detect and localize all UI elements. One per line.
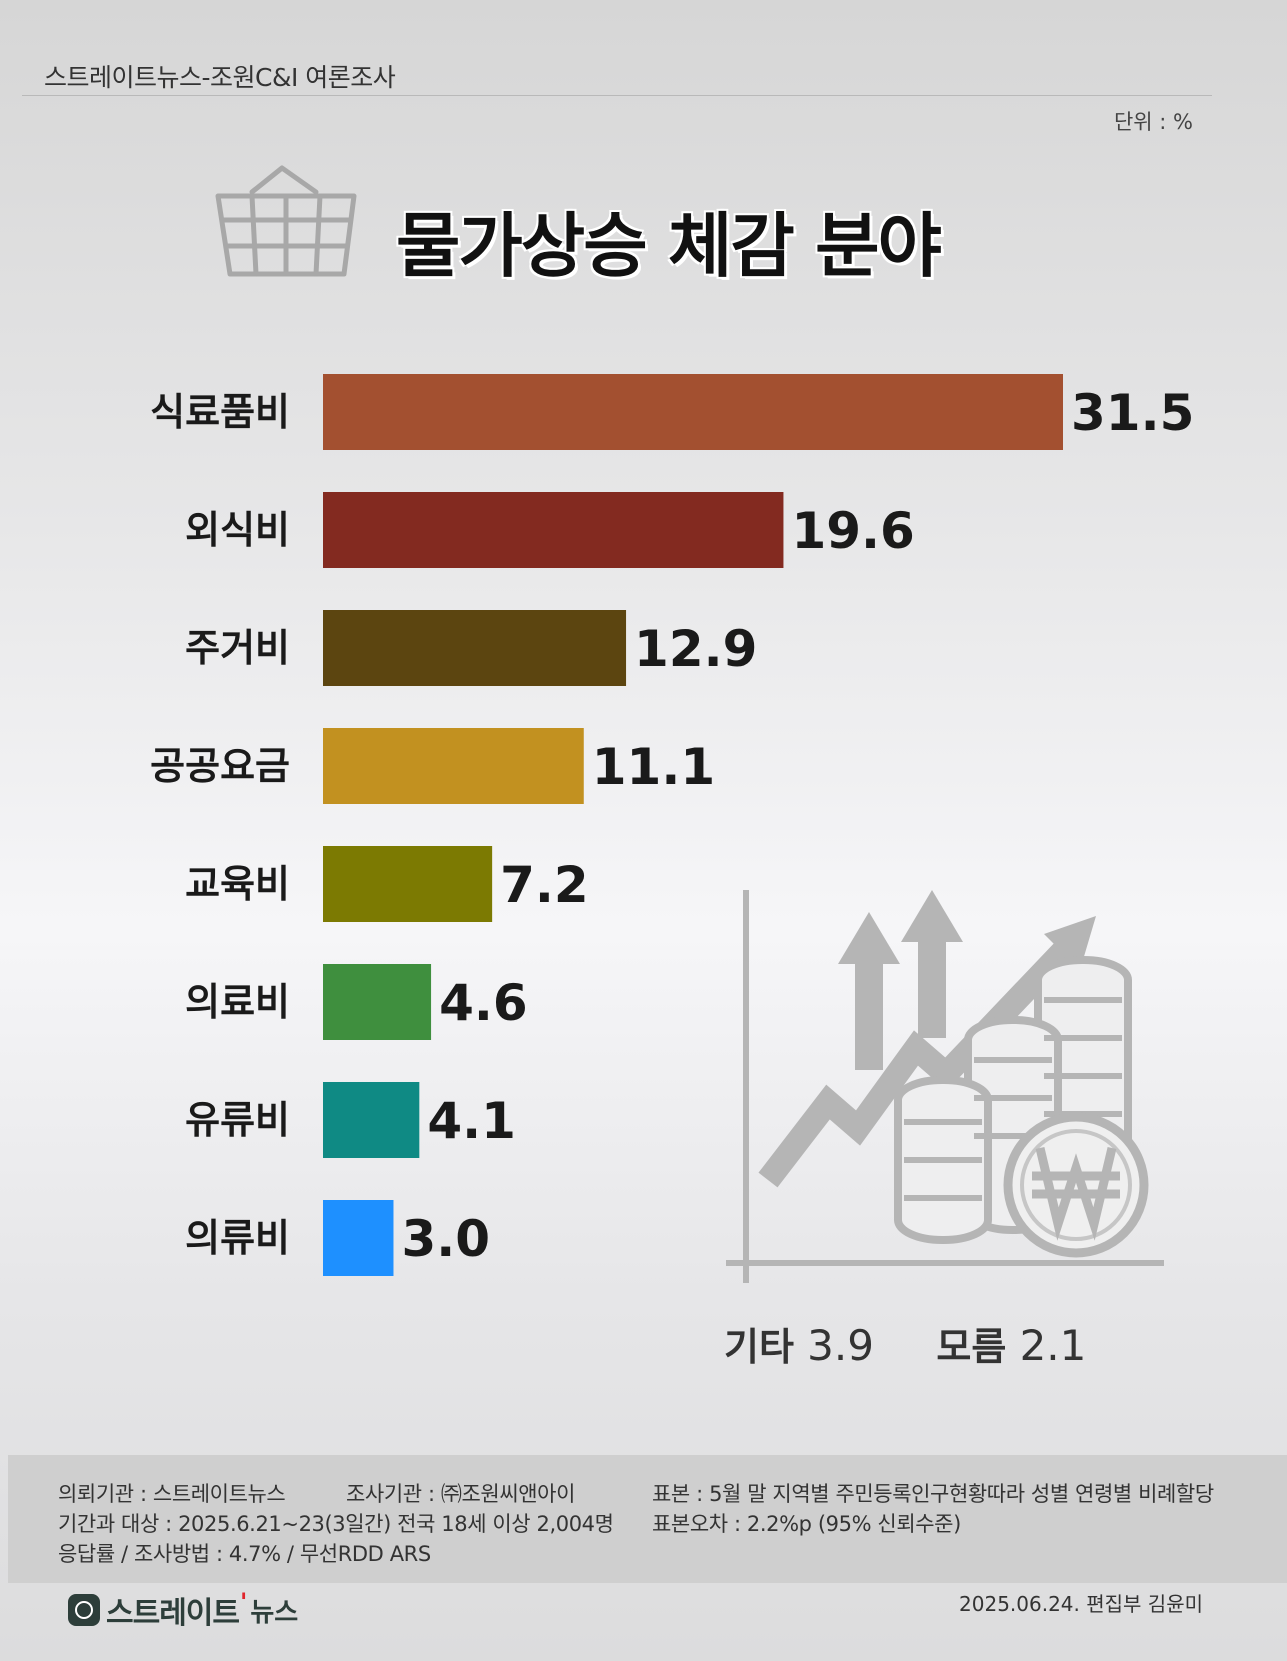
bar: [323, 374, 1063, 450]
dont-know-label: 모름: [936, 1325, 1007, 1369]
other-label: 기타: [724, 1325, 794, 1369]
bar: [323, 846, 493, 922]
footer-error: 표본오차 : 2.2%p (95% 신뢰수준): [652, 1512, 961, 1536]
bar-chart: 식료품비 31.5 외식비 19.6 주거비 12.9 공공요금 11.1 교육비 7.2 의료비 4…: [150, 374, 1194, 1276]
shopping-basket-icon: [215, 165, 357, 277]
footer-method: 응답률 / 조사방법 : 4.7% / 무선RDD ARS: [58, 1542, 431, 1566]
footer-agency: 조사기관 : ㈜조원씨앤아이: [346, 1482, 576, 1506]
top-divider: [22, 95, 1212, 96]
category-label: 공공요금: [150, 744, 290, 788]
rising-price-coins-icon: [726, 890, 1164, 1283]
bar: [323, 728, 584, 804]
bar: [323, 964, 432, 1040]
value-label: 3.0: [401, 1210, 490, 1268]
bar: [323, 492, 784, 568]
category-label: 의료비: [185, 980, 290, 1024]
category-label: 의류비: [185, 1216, 290, 1260]
category-label: 유류비: [185, 1098, 290, 1142]
footer-sample: 표본 : 5월 말 지역별 주민등록인구현황따라 성별 연령별 비례할당: [652, 1482, 1214, 1506]
chart-title: 물가상승 체감 분야: [396, 205, 942, 287]
survey-source: 스트레이트뉴스-조원C&I 여론조사: [44, 63, 396, 92]
other-responses: 기타 3.9 모름 2.1: [724, 1316, 1086, 1371]
logo-mark-icon: [68, 1594, 100, 1626]
category-label: 식료품비: [150, 390, 290, 434]
footer-period: 기간과 대상 : 2025.6.21~23(3일간) 전국 18세 이상 2,0…: [58, 1512, 614, 1536]
logo-main-text: 스트레이트: [106, 1596, 240, 1631]
dont-know-value: 2.1: [1019, 1321, 1087, 1370]
unit-label: 단위 : %: [1113, 110, 1193, 134]
footer-client: 의뢰기관 : 스트레이트뉴스: [58, 1482, 286, 1506]
value-label: 4.6: [439, 974, 528, 1032]
bar: [323, 610, 627, 686]
logo-sub-text: 뉴스: [250, 1597, 299, 1628]
value-label: 19.6: [791, 502, 914, 560]
value-label: 4.1: [427, 1092, 516, 1150]
other-value: 3.9: [807, 1321, 874, 1370]
category-label: 외식비: [185, 508, 290, 552]
publisher-logo: 스트레이트 ' 뉴스: [68, 1588, 299, 1631]
value-label: 12.9: [634, 620, 757, 678]
date-credit: 2025.06.24. 편집부 김윤미: [959, 1592, 1203, 1616]
bar: [323, 1082, 420, 1158]
value-label: 31.5: [1071, 384, 1194, 442]
value-label: 7.2: [500, 856, 589, 914]
category-label: 교육비: [185, 862, 290, 906]
survey-info-box: [8, 1455, 1287, 1583]
bar: [323, 1200, 394, 1276]
category-label: 주거비: [185, 626, 290, 670]
value-label: 11.1: [592, 738, 715, 796]
